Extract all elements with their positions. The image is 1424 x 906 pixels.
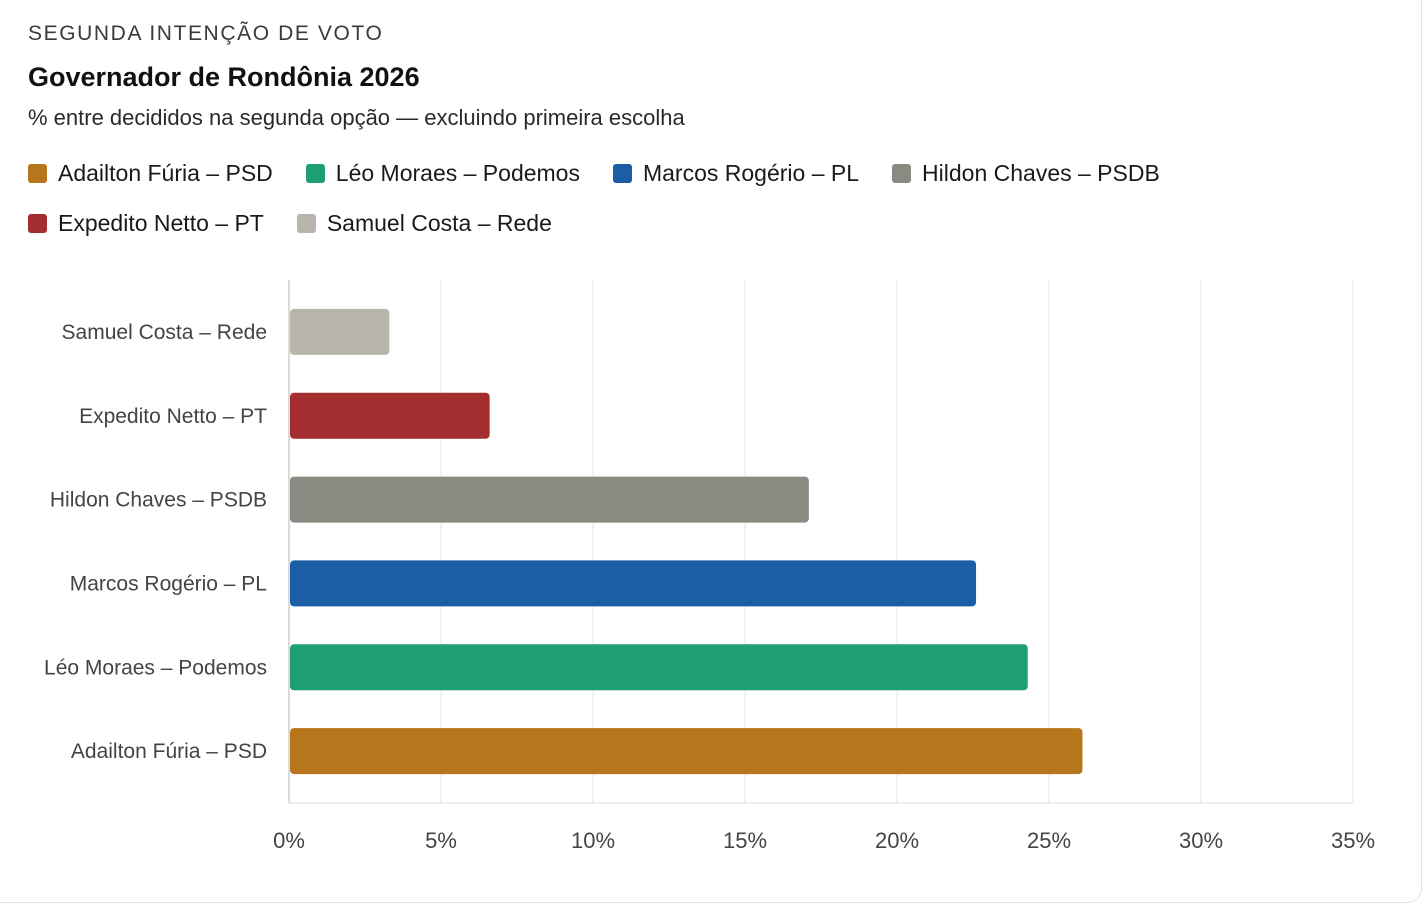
bar — [290, 560, 977, 607]
legend-swatch — [305, 163, 325, 183]
legend-label: Marcos Rogério – PL — [642, 159, 860, 186]
chart-title: Governador de Rondônia 2026 — [28, 62, 420, 92]
legend-label: Expedito Netto – PT — [58, 209, 264, 236]
y-category-label: Hildon Chaves – PSDB — [50, 489, 267, 512]
y-category-label: Adailton Fúria – PSD — [71, 740, 267, 763]
x-tick-label: 25% — [1027, 828, 1071, 853]
legend-item-hildon-chaves[interactable]: Hildon Chaves – PSDB — [892, 160, 1160, 186]
y-category-label: Marcos Rogério – PL — [70, 572, 267, 595]
legend-item-adailton-furia[interactable]: Adailton Fúria – PSD — [28, 160, 273, 186]
x-tick-label: 30% — [1179, 828, 1223, 853]
legend-item-samuel-costa[interactable]: Samuel Costa – Rede — [296, 209, 552, 236]
legend-label: Adailton Fúria – PSD — [58, 159, 273, 186]
y-category-label: Expedito Netto – PT — [79, 405, 267, 428]
x-tick-label: 10% — [571, 828, 615, 853]
legend-swatch — [296, 213, 316, 233]
legend-swatch — [892, 163, 912, 183]
chart-subtitle: % entre decididos na segunda opção — exc… — [28, 105, 685, 130]
chart-kicker: SEGUNDA INTENÇÃO DE VOTO — [28, 22, 384, 45]
legend-swatch — [28, 213, 47, 233]
x-tick-label: 0% — [273, 828, 305, 853]
bar — [290, 728, 1083, 775]
bar — [290, 644, 1028, 691]
legend-item-expedito-netto[interactable]: Expedito Netto – PT — [28, 210, 264, 236]
x-tick-label: 35% — [1331, 828, 1375, 853]
bar — [290, 476, 809, 523]
bar — [290, 392, 490, 439]
x-tick-label: 15% — [723, 828, 767, 853]
bar — [290, 308, 390, 355]
legend-label: Samuel Costa – Rede — [326, 209, 552, 236]
legend-swatch — [28, 163, 47, 183]
y-category-label: Samuel Costa – Rede — [62, 321, 267, 344]
x-tick-label: 5% — [425, 828, 457, 853]
legend-label: Léo Moraes – Podemos — [335, 159, 580, 186]
legend-label: Hildon Chaves – PSDB — [922, 159, 1160, 186]
x-tick-label: 20% — [875, 828, 919, 853]
legend-item-leo-moraes[interactable]: Léo Moraes – Podemos — [305, 159, 580, 186]
legend: Adailton Fúria – PSD Léo Moraes – Podemo… — [28, 160, 1328, 236]
legend-swatch — [612, 163, 632, 183]
y-category-label: Léo Moraes – Podemos — [44, 656, 267, 679]
legend-item-marcos-rogerio[interactable]: Marcos Rogério – PL — [612, 159, 860, 186]
